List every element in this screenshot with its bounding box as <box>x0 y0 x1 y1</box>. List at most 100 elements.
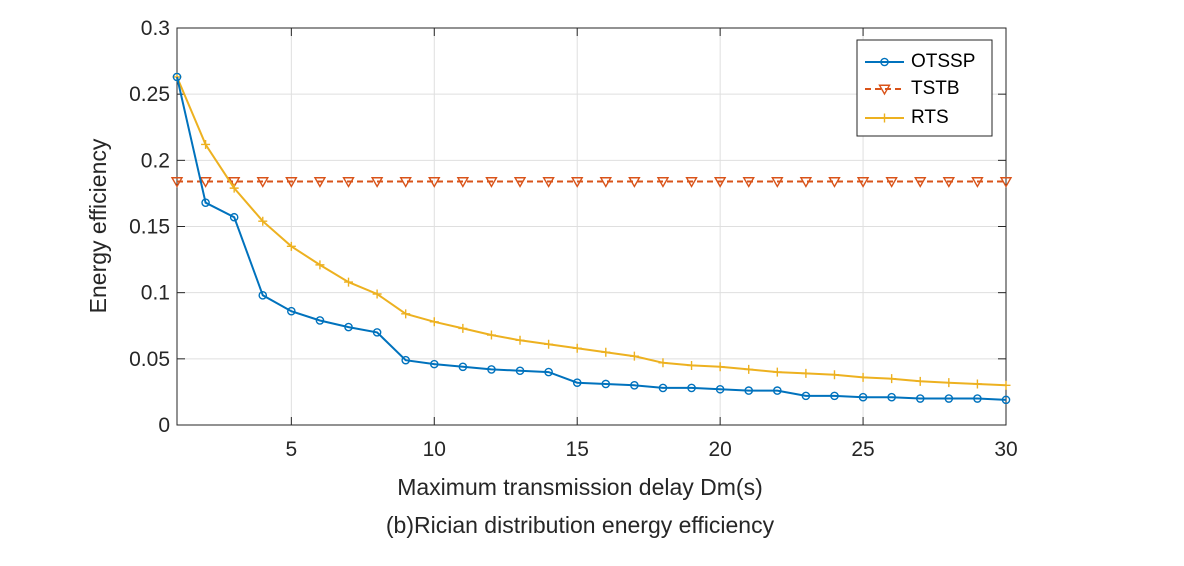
data-point-rts <box>972 379 982 389</box>
legend-marker-otssp <box>880 57 889 67</box>
x-tick-label: 10 <box>423 438 446 461</box>
data-point-otssp <box>1001 395 1011 405</box>
data-point-tstb <box>999 177 1013 188</box>
data-point-tstb <box>628 177 641 188</box>
data-point-rts <box>515 335 525 345</box>
data-point-otssp <box>973 394 982 403</box>
data-point-tstb <box>799 177 813 188</box>
data-point-rts <box>887 374 897 384</box>
data-point-tstb <box>285 177 298 188</box>
legend-items <box>865 57 904 123</box>
data-point-otssp <box>229 212 239 222</box>
data-point-tstb <box>942 177 956 188</box>
x-axis-title: Maximum transmission delay Dm(s) <box>397 474 763 500</box>
data-point-otssp <box>601 379 611 389</box>
x-tick-labels: 5 10 15 20 25 30 <box>286 438 1018 461</box>
data-point-otssp <box>687 383 696 393</box>
data-point-otssp <box>773 386 782 395</box>
data-point-tstb <box>342 177 355 188</box>
data-point-tstb <box>485 177 498 188</box>
data-point-otssp <box>172 72 182 82</box>
data-point-rts <box>858 372 868 382</box>
data-point-otssp <box>372 328 382 337</box>
data-point-otssp <box>572 378 582 387</box>
data-point-otssp <box>744 386 754 395</box>
data-point-rts <box>658 358 668 368</box>
data-point-rts <box>429 317 439 327</box>
data-point-rts <box>401 309 411 319</box>
series-line-otssp <box>176 76 1007 401</box>
data-point-rts <box>687 360 697 370</box>
legend: OTSSP TSTB RTS <box>856 39 993 137</box>
legend-label-tstb: TSTB <box>911 78 960 99</box>
series-layer <box>170 72 1013 405</box>
data-point-rts <box>572 343 582 353</box>
data-point-otssp <box>801 391 811 401</box>
data-point-otssp <box>858 392 868 402</box>
data-point-otssp <box>887 392 896 402</box>
data-point-rts <box>629 351 639 361</box>
legend-marker-tstb <box>878 84 891 96</box>
data-point-otssp <box>258 291 268 300</box>
data-point-otssp <box>630 380 639 390</box>
data-point-rts <box>344 277 354 287</box>
data-point-tstb <box>742 177 755 188</box>
data-point-otssp <box>458 362 468 372</box>
data-point-rts <box>229 183 239 193</box>
data-point-otssp <box>915 394 925 403</box>
data-point-otssp <box>429 359 439 369</box>
data-point-rts <box>486 330 496 340</box>
data-point-rts <box>915 376 925 386</box>
data-point-rts <box>801 368 811 378</box>
y-tick-label: 0.25 <box>129 83 170 106</box>
series-tstb <box>170 177 1013 188</box>
x-tick-label: 30 <box>994 438 1017 461</box>
x-tick-label: 20 <box>708 438 731 461</box>
data-point-otssp <box>830 391 839 401</box>
data-point-otssp <box>344 322 353 332</box>
data-point-tstb <box>456 177 470 188</box>
data-point-rts <box>1001 380 1011 390</box>
data-point-tstb <box>542 177 555 188</box>
data-point-tstb <box>313 177 327 188</box>
series-otssp <box>172 72 1011 405</box>
data-point-rts <box>315 260 325 270</box>
data-point-tstb <box>828 177 841 188</box>
y-tick-label: 0.05 <box>129 348 170 371</box>
data-point-rts <box>601 347 611 357</box>
y-tick-label: 0.1 <box>141 282 170 305</box>
data-point-tstb <box>370 177 384 188</box>
data-point-tstb <box>571 177 584 188</box>
data-point-otssp <box>544 367 553 377</box>
data-point-tstb <box>227 177 241 188</box>
data-point-otssp <box>944 394 954 403</box>
data-point-otssp <box>401 355 410 365</box>
data-point-rts <box>744 364 754 374</box>
y-tick-label: 0.3 <box>141 17 170 40</box>
legend-label-otssp: OTSSP <box>911 51 975 72</box>
series-rts <box>172 72 1011 390</box>
data-point-rts <box>944 378 954 388</box>
data-point-rts <box>544 339 554 349</box>
series-line-rts <box>176 76 1007 387</box>
legend-label-rts: RTS <box>911 107 949 128</box>
data-point-otssp <box>287 306 296 316</box>
data-point-tstb <box>971 177 984 188</box>
data-point-tstb <box>685 177 698 188</box>
data-point-rts <box>201 139 211 149</box>
data-point-tstb <box>914 177 927 188</box>
legend-marker-rts <box>880 113 889 123</box>
y-tick-label: 0.15 <box>129 216 170 239</box>
data-point-tstb <box>656 177 670 188</box>
data-point-tstb <box>170 177 184 188</box>
data-point-tstb <box>428 177 441 188</box>
data-point-rts <box>258 216 268 226</box>
data-point-otssp <box>487 365 496 374</box>
x-tick-label: 5 <box>286 438 298 461</box>
data-point-rts <box>286 241 296 251</box>
data-point-rts <box>772 367 782 377</box>
data-point-rts <box>372 289 382 299</box>
data-point-tstb <box>513 177 527 188</box>
data-point-tstb <box>599 177 612 188</box>
